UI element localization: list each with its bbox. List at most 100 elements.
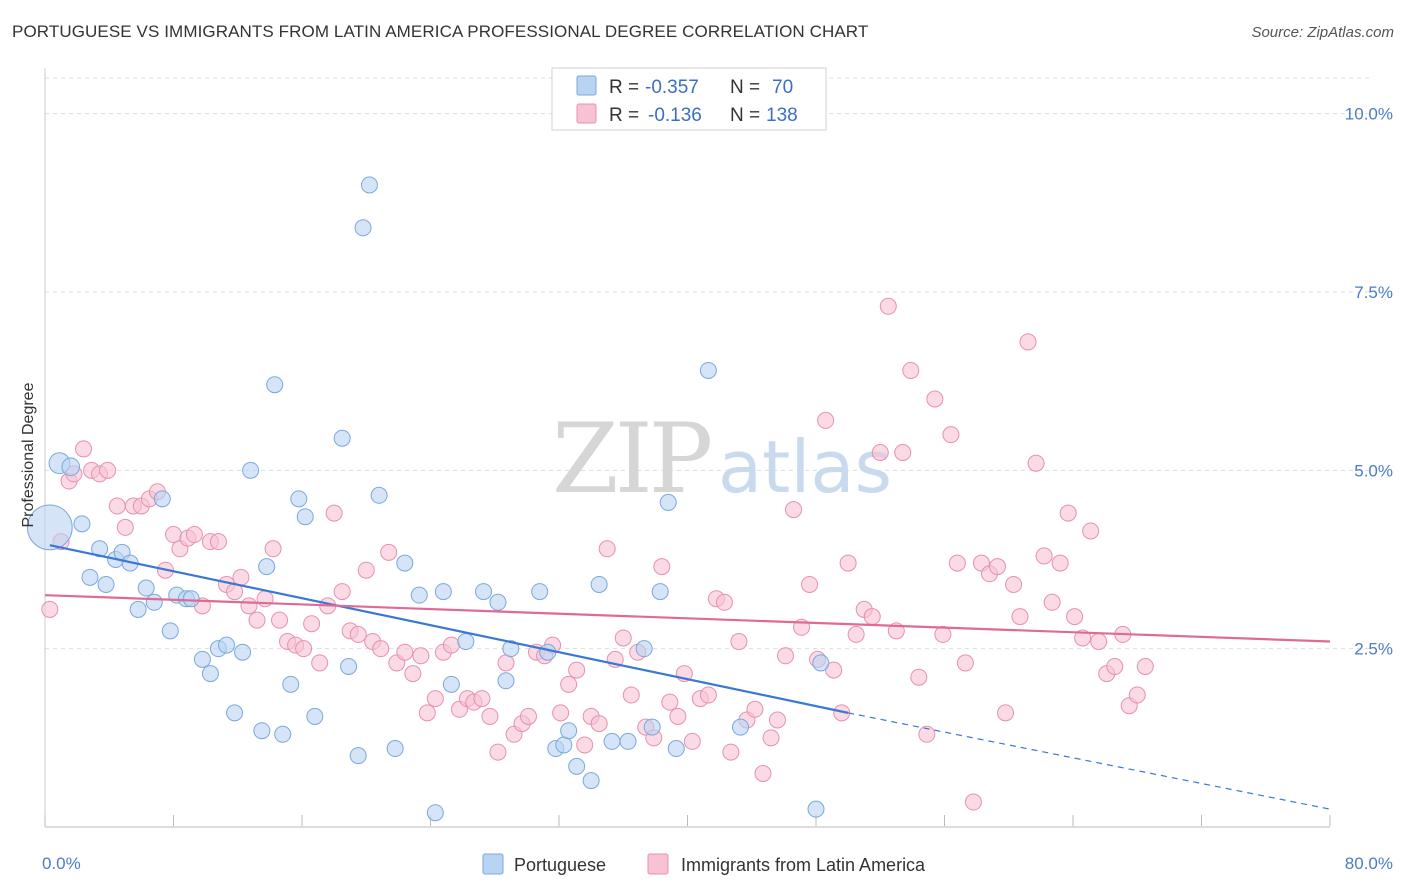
series-latin-america-points: [41, 297, 1154, 811]
latin-america-point: [956, 654, 974, 672]
latin-america-point: [519, 707, 537, 725]
latin-america-point: [264, 540, 282, 558]
portuguese-point: [234, 643, 252, 661]
portuguese-point: [426, 804, 444, 822]
latin-america-point: [722, 743, 740, 761]
bottom-legend-latin-america: Immigrants from Latin America: [681, 855, 926, 875]
portuguese-point: [502, 640, 520, 658]
portuguese-point: [354, 219, 372, 237]
latin-america-point: [871, 444, 889, 461]
latin-america-point: [1011, 608, 1029, 626]
portuguese-point: [568, 757, 586, 775]
latin-america-point: [762, 729, 780, 747]
latin-america-point: [1043, 593, 1061, 611]
portuguese-point: [699, 361, 717, 379]
latin-america-point: [863, 608, 881, 626]
portuguese-point: [253, 722, 271, 740]
latin-america-point: [380, 543, 398, 561]
latin-america-point: [910, 668, 928, 686]
latin-america-point: [418, 704, 436, 722]
legend-swatch-portuguese: [576, 75, 597, 96]
series-legend: Portuguese Immigrants from Latin America: [482, 853, 926, 875]
latin-america-point: [699, 686, 717, 704]
portuguese-point: [97, 575, 115, 593]
portuguese-point: [489, 593, 507, 611]
portuguese-point: [457, 633, 475, 651]
portuguese-point: [129, 600, 147, 618]
latin-america-point: [165, 526, 182, 544]
portuguese-point: [333, 429, 351, 447]
latin-america-point: [590, 715, 608, 733]
portuguese-point: [667, 740, 685, 758]
latin-america-point: [730, 633, 748, 651]
latin-america-point: [481, 707, 499, 725]
series-portuguese-points: [26, 176, 830, 822]
latin-america-point: [489, 743, 507, 761]
latin-america-point: [997, 704, 1015, 722]
portuguese-point: [73, 515, 91, 533]
latin-america-point: [349, 625, 367, 643]
portuguese-point: [560, 722, 578, 740]
latin-america-trend-line: [44, 594, 1331, 643]
portuguese-point: [475, 583, 493, 601]
portuguese-point: [434, 583, 452, 601]
latin-america-point: [99, 461, 117, 479]
portuguese-point: [258, 558, 276, 576]
portuguese-point: [396, 554, 414, 572]
latin-america-point: [412, 647, 430, 665]
latin-america-point: [754, 765, 772, 782]
latin-america-point: [879, 297, 897, 315]
latin-america-point: [918, 725, 936, 743]
latin-america-point: [232, 568, 250, 586]
legend-n-value-portuguese: 70: [772, 77, 793, 98]
latin-america-point: [801, 575, 819, 593]
portuguese-point: [349, 747, 367, 765]
latin-america-point: [426, 690, 444, 708]
latin-america-point: [209, 533, 227, 551]
latin-america-point: [560, 675, 578, 693]
portuguese-point: [218, 636, 236, 654]
portuguese-point: [161, 622, 179, 640]
portuguese-point: [193, 650, 211, 668]
latin-america-point: [396, 643, 414, 661]
latin-america-point: [1128, 686, 1146, 704]
bottom-legend-swatch-portuguese: [482, 853, 504, 875]
latin-america-point: [661, 693, 679, 711]
portuguese-point: [651, 583, 669, 601]
latin-america-point: [1106, 658, 1124, 675]
correlation-legend: R = -0.357 N = 70 R = -0.136 N = 138: [551, 67, 827, 131]
y-tick-label: 7.5%: [1354, 283, 1393, 302]
latin-america-point: [1090, 633, 1108, 651]
latin-america-point: [598, 540, 616, 558]
latin-america-point: [1066, 608, 1084, 626]
portuguese-point: [410, 586, 428, 604]
portuguese-point: [242, 461, 260, 479]
latin-america-point: [817, 411, 835, 429]
latin-america-point: [715, 593, 733, 611]
portuguese-point: [81, 568, 99, 586]
latin-america-point: [776, 647, 794, 665]
latin-america-point: [614, 629, 632, 647]
x-tick-label-max: 80.0%: [1345, 854, 1393, 873]
legend-box: [551, 67, 827, 131]
latin-america-point: [622, 686, 640, 704]
latin-america-point: [108, 497, 126, 515]
portuguese-trend-extension: [848, 712, 1331, 810]
latin-america-point: [839, 554, 857, 572]
legend-n-label-latin-america: N =: [730, 105, 760, 126]
latin-america-point: [942, 426, 960, 444]
portuguese-point: [539, 643, 557, 661]
latin-america-point: [847, 625, 865, 643]
portuguese-point: [360, 176, 378, 194]
legend-r-label-portuguese: R =: [609, 77, 639, 98]
latin-america-point: [372, 640, 390, 658]
latin-america-point: [333, 583, 351, 601]
y-tick-label: 2.5%: [1354, 640, 1393, 659]
portuguese-point: [590, 575, 608, 593]
portuguese-point: [296, 508, 314, 526]
latin-america-point: [271, 611, 289, 629]
legend-r-value-latin-america: -0.136: [648, 105, 702, 126]
y-tick-label: 5.0%: [1354, 461, 1393, 480]
latin-america-point: [1051, 554, 1069, 572]
